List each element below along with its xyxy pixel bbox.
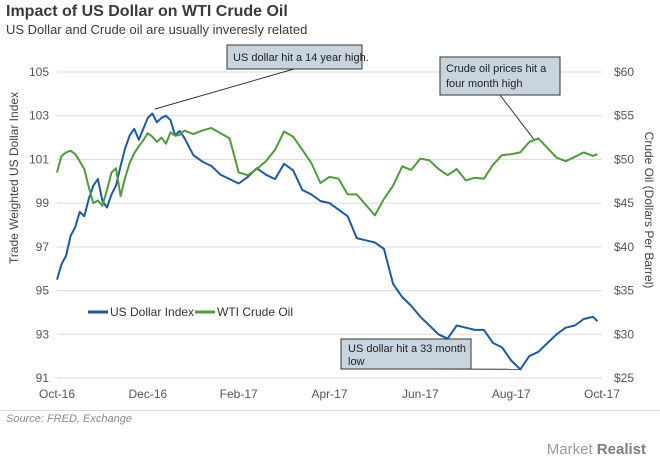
x-tick-label: Apr-17	[311, 387, 347, 401]
annotation-usd-low-box	[340, 338, 472, 370]
x-tick-label: Dec-16	[128, 387, 167, 401]
annotation-oil-high-text-1: Crude oil prices hit a	[446, 63, 547, 75]
y2-tick-label: $55	[614, 109, 634, 123]
brand-logo-part2: Realist	[596, 441, 646, 458]
source-note: Source: FRED, Exchange	[6, 413, 132, 425]
y2-tick-label: $60	[614, 65, 634, 79]
brand-logo: Market Realist	[547, 441, 646, 458]
brand-logo-part1: Market	[546, 441, 593, 458]
annotation-oil-high-pointer	[499, 94, 535, 140]
y-tick-label: 91	[36, 371, 50, 385]
wti-crude-oil-line	[56, 127, 598, 217]
y-tick-label: 99	[36, 196, 50, 210]
footer-divider	[0, 410, 660, 411]
y2-tick-label: $35	[614, 284, 634, 298]
y2-tick-label: $50	[614, 152, 634, 166]
legend-label-oil: WTI Crude Oil	[217, 305, 293, 319]
annotation-usd-high: US dollar hit a 14 year high.	[154, 44, 369, 110]
x-tick-label: Oct-17	[584, 387, 620, 401]
y-axis-label: Trade Weighted US Dollar Index	[7, 92, 21, 264]
y-tick-label: 103	[29, 109, 49, 123]
legend-label-usd: US Dollar Index	[110, 305, 194, 319]
x-tick-label: Jun-17	[402, 387, 439, 401]
y-tick-label: 97	[36, 240, 50, 254]
us-dollar-index-line	[56, 112, 599, 371]
annotation-usd-low-text-1: US dollar hit a 33 month	[348, 343, 466, 355]
legend: US Dollar Index WTI Crude Oil	[88, 305, 293, 319]
annotation-usd-high-text: US dollar hit a 14 year high.	[233, 52, 369, 64]
annotation-usd-low: US dollar hit a 33 month low	[340, 338, 521, 370]
annotation-usd-low-text-2: low	[348, 356, 365, 368]
y-tick-label: 101	[29, 152, 49, 166]
annotation-usd-high-box	[226, 44, 363, 70]
y-tick-label: 95	[36, 284, 50, 298]
x-tick-label: Feb-17	[220, 387, 258, 401]
y-axis-ticks: 105 103 101 99 97 95 93 91	[29, 65, 49, 385]
y2-axis-label: Crude Oil (Dollars Per Barrel)	[642, 132, 656, 289]
x-tick-label: Oct-16	[39, 387, 75, 401]
chart: 105 103 101 99 97 95 93 91 $60 $55 $50 $45 $40 $35 $3…	[7, 44, 656, 401]
x-axis-ticks: Oct-16 Dec-16 Feb-17 Apr-17 Jun-17 Aug-17 Oct-…	[39, 387, 620, 401]
y2-tick-label: $45	[614, 196, 634, 210]
y2-tick-label: $40	[614, 240, 634, 254]
annotation-oil-high-text-2: four month high	[446, 78, 522, 90]
gridlines	[57, 71, 602, 379]
chart-title: Impact of US Dollar on WTI Crude Oil	[6, 3, 288, 20]
x-tick-label: Aug-17	[492, 387, 531, 401]
chart-subtitle: US Dollar and Crude oil are usually inve…	[6, 22, 308, 37]
y-tick-label: 105	[29, 65, 49, 79]
y2-tick-label: $25	[614, 371, 634, 385]
annotation-usd-high-pointer	[154, 68, 295, 110]
annotation-oil-high: Crude oil prices hit a four month high	[439, 56, 561, 140]
y2-tick-label: $30	[614, 327, 634, 341]
y2-axis-ticks: $60 $55 $50 $45 $40 $35 $30 $25	[614, 65, 634, 385]
y-tick-label: 93	[36, 327, 50, 341]
